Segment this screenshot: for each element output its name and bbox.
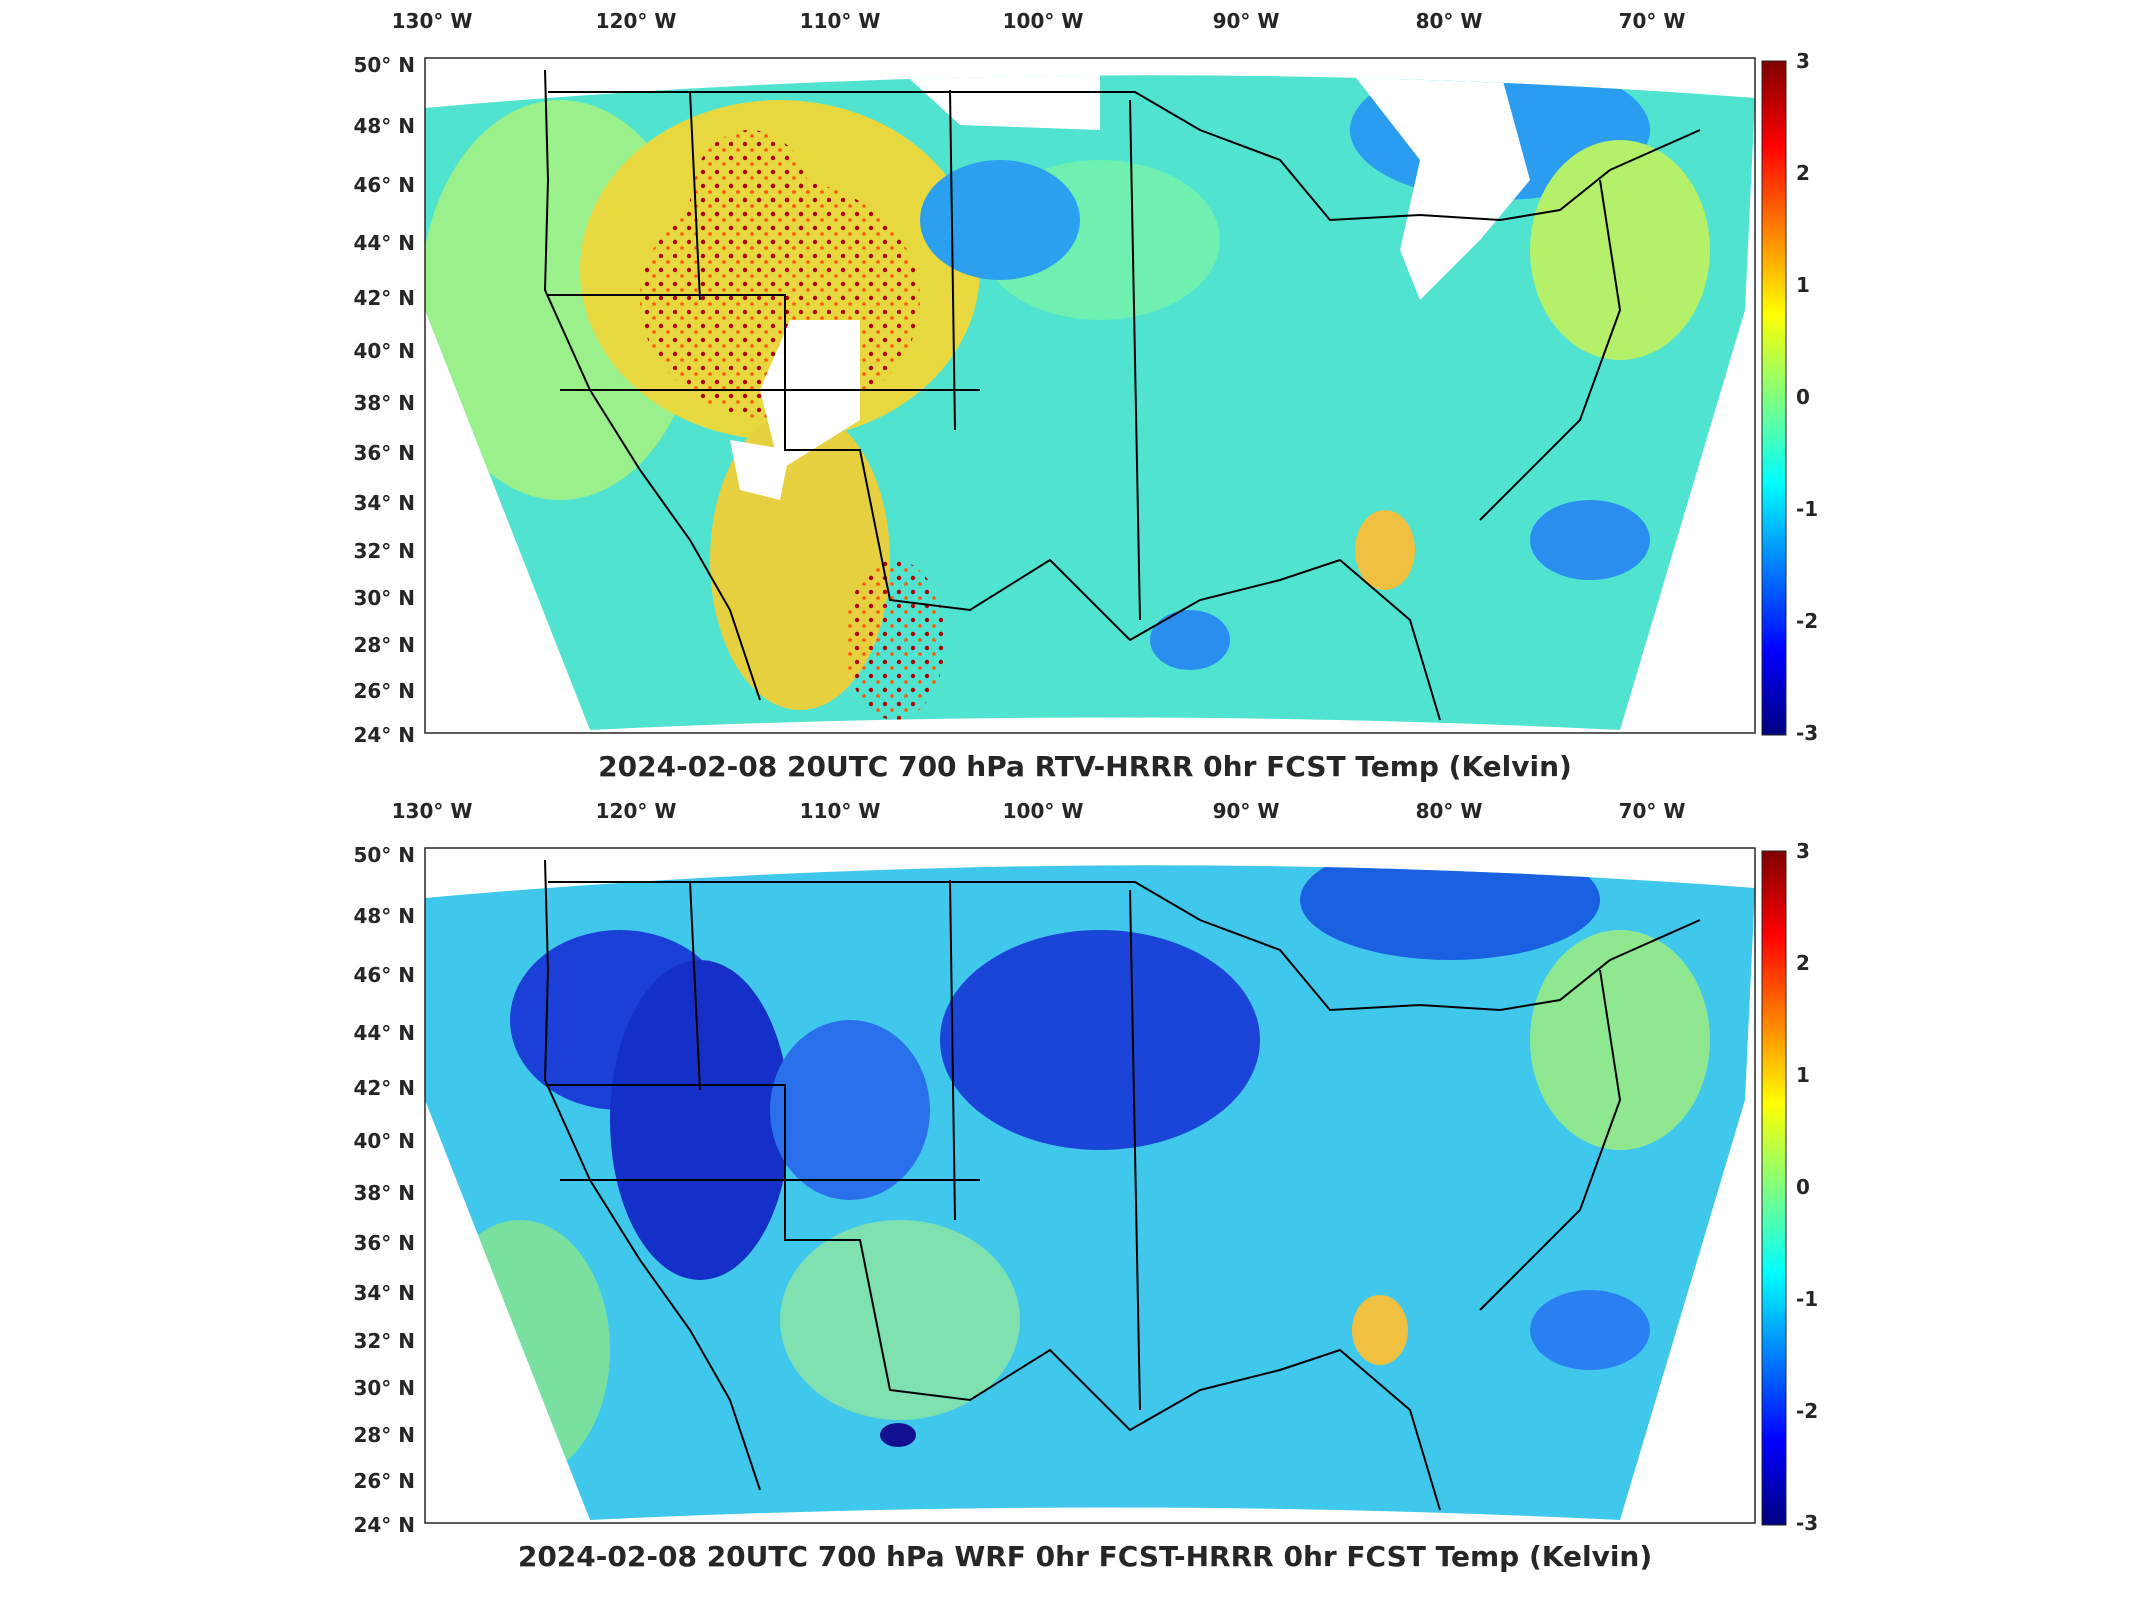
lat-label: 48° N [353, 904, 415, 928]
lon-labels-rtv: 130° W 120° W 110° W 100° W 90° W 80° W … [392, 9, 1686, 33]
colorbar-label: 2 [1796, 951, 1810, 975]
colorbar-wrf [1761, 850, 1787, 1526]
panel-wrf-hrrr: 130° W 120° W 110° W 100° W 90° W 80° W … [0, 790, 2133, 1580]
lat-label: 36° N [353, 441, 415, 465]
lat-label: 36° N [353, 1231, 415, 1255]
lat-label: 30° N [353, 1376, 415, 1400]
colorbar-label: 3 [1796, 839, 1810, 863]
lat-label: 40° N [353, 1129, 415, 1153]
colorbar-label: -1 [1796, 497, 1818, 521]
lon-label: 80° W [1416, 799, 1483, 823]
panel-rtv-hrrr: 130° W 120° W 110° W 100° W 90° W 80° W … [0, 0, 2133, 790]
lon-label: 130° W [392, 9, 473, 33]
lon-labels-wrf: 130° W 120° W 110° W 100° W 90° W 80° W … [392, 799, 1686, 823]
colorbar-label: 1 [1796, 1063, 1810, 1087]
lon-label: 120° W [596, 9, 677, 33]
plot-title: 2024-02-08 20UTC 700 hPa RTV-HRRR 0hr FC… [598, 750, 1572, 783]
lon-label: 130° W [392, 799, 473, 823]
colorbar-label: 0 [1796, 385, 1810, 409]
plot-title: 2024-02-08 20UTC 700 hPa WRF 0hr FCST-HR… [518, 1540, 1652, 1573]
lat-label: 44° N [353, 1021, 415, 1045]
lat-label: 46° N [353, 963, 415, 987]
lat-label: 50° N [353, 843, 415, 867]
temperature-field-rtv [425, 75, 1755, 731]
lat-label: 32° N [353, 1329, 415, 1353]
lat-label: 28° N [353, 633, 415, 657]
colorbar-label: 0 [1796, 1175, 1810, 1199]
lon-label: 100° W [1003, 799, 1084, 823]
lon-label: 70° W [1619, 9, 1686, 33]
lat-label: 40° N [353, 339, 415, 363]
lon-label: 80° W [1416, 9, 1483, 33]
axes-frame-rtv [424, 57, 1756, 734]
lat-labels-rtv: 50° N 48° N 46° N 44° N 42° N 40° N 38° … [353, 53, 415, 747]
colorbar-labels-rtv: 3 2 1 0 -1 -2 -3 [1796, 49, 1818, 745]
colorbar-label: 2 [1796, 161, 1810, 185]
colorbar-label: -2 [1796, 1399, 1818, 1423]
lat-label: 26° N [353, 1469, 415, 1493]
boundary-lines-rtv [543, 69, 1701, 721]
colorbar-label: -3 [1796, 1511, 1818, 1535]
lat-label: 28° N [353, 1423, 415, 1447]
lat-label: 38° N [353, 1181, 415, 1205]
lon-label: 110° W [800, 9, 881, 33]
boundary-lines-wrf [543, 859, 1701, 1511]
lat-label: 50° N [353, 53, 415, 77]
colorbar-label: 3 [1796, 49, 1810, 73]
lon-label: 110° W [800, 799, 881, 823]
lat-label: 34° N [353, 491, 415, 515]
lon-label: 100° W [1003, 9, 1084, 33]
lat-label: 46° N [353, 173, 415, 197]
lat-label: 34° N [353, 1281, 415, 1305]
lon-label: 90° W [1213, 799, 1280, 823]
lat-label: 42° N [353, 1076, 415, 1100]
colorbar-label: 1 [1796, 273, 1810, 297]
colorbar-label: -2 [1796, 609, 1818, 633]
lat-label: 44° N [353, 231, 415, 255]
lon-label: 90° W [1213, 9, 1280, 33]
colorbar-label: -1 [1796, 1287, 1818, 1311]
colorbar-labels-wrf: 3 2 1 0 -1 -2 -3 [1796, 839, 1818, 1535]
lat-label: 48° N [353, 114, 415, 138]
lat-label: 30° N [353, 586, 415, 610]
colorbar-rtv [1761, 60, 1787, 736]
lat-label: 42° N [353, 286, 415, 310]
lat-label: 24° N [353, 1513, 415, 1537]
axes-frame-wrf [424, 847, 1756, 1524]
lat-label: 24° N [353, 723, 415, 747]
map-figure-rtv: 130° W 120° W 110° W 100° W 90° W 80° W … [353, 9, 1818, 783]
colorbar-label: -3 [1796, 721, 1818, 745]
lon-label: 70° W [1619, 799, 1686, 823]
map-figure-wrf: 130° W 120° W 110° W 100° W 90° W 80° W … [353, 799, 1818, 1573]
lat-label: 26° N [353, 679, 415, 703]
lat-label: 32° N [353, 539, 415, 563]
lat-labels-wrf: 50° N 48° N 46° N 44° N 42° N 40° N 38° … [353, 843, 415, 1537]
lon-label: 120° W [596, 799, 677, 823]
lat-label: 38° N [353, 391, 415, 415]
